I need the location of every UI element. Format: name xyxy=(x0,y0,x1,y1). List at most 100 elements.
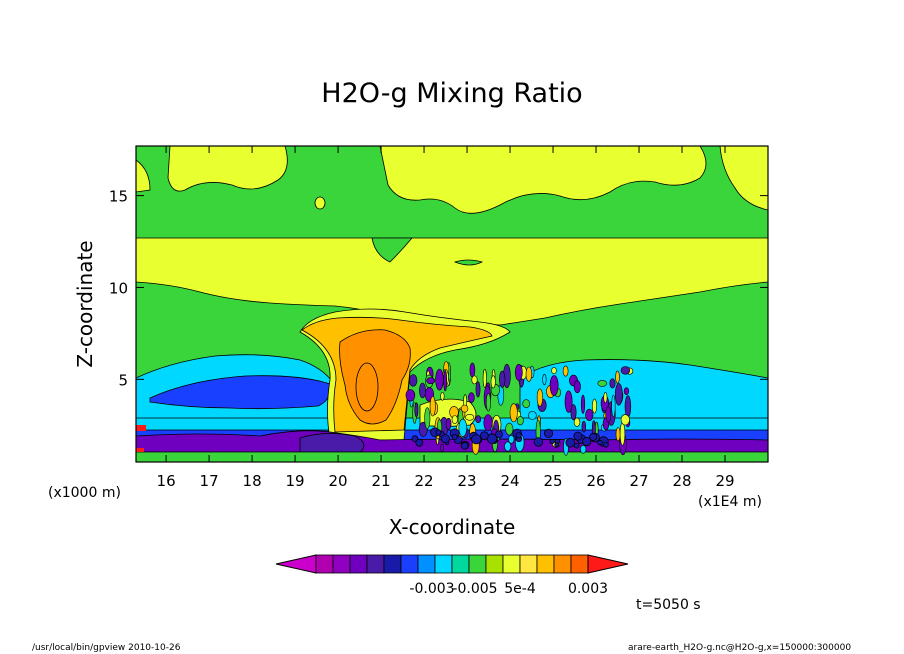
x-tick-label: 25 xyxy=(543,472,562,490)
contour-noise-cell xyxy=(533,437,544,447)
contour-noise-cell xyxy=(597,439,603,446)
contour-noise-cell xyxy=(542,373,547,386)
x-tick-label: 28 xyxy=(672,472,691,490)
contour-noise-cell xyxy=(490,375,496,389)
contour-noise-cell xyxy=(536,388,544,407)
contour-noise-cell xyxy=(505,422,514,436)
contour-noise-region xyxy=(405,361,634,456)
contour-noise-cell xyxy=(614,383,623,406)
contour-noise-cell xyxy=(609,378,616,389)
colorbar-label: -0.005 xyxy=(452,581,497,597)
contour-noise-cell xyxy=(468,392,475,403)
contour-region-upper-yellow-patch xyxy=(379,146,707,214)
x-tick-label: 23 xyxy=(458,472,477,490)
colorbar-cell xyxy=(332,554,351,574)
contour-noise-cell xyxy=(475,381,481,398)
contour-noise-cell xyxy=(440,434,450,444)
footer-left: /usr/local/bin/gpview 2010-10-26 xyxy=(32,643,181,653)
contour-noise-cell xyxy=(460,441,469,450)
contour-noise-cell xyxy=(562,365,569,377)
contour-noise-cell xyxy=(551,367,557,375)
x-tick-label: 27 xyxy=(629,472,648,490)
contour-region-red-edge xyxy=(136,425,146,431)
x-tick-label: 26 xyxy=(586,472,605,490)
contour-region-purple-core xyxy=(299,433,365,453)
contour-noise-cell xyxy=(495,430,503,439)
chart-title: H2O-g Mixing Ratio xyxy=(321,78,582,109)
x-tick-label: 24 xyxy=(500,472,519,490)
contour-noise-cell xyxy=(522,399,531,409)
contour-noise-cell xyxy=(514,363,523,381)
contour-noise-cell xyxy=(573,380,581,394)
contour-noise-cell xyxy=(585,408,594,421)
contour-noise-cell xyxy=(471,434,482,445)
contour-noise-cell xyxy=(411,435,419,442)
colorbar-arrow-right xyxy=(587,554,629,574)
contour-noise-cell xyxy=(611,394,616,418)
contour-noise-cell xyxy=(405,389,416,402)
contour-region-upper-yellow-patch xyxy=(136,159,151,193)
contour-noise-cell xyxy=(415,438,424,447)
x-tick-label: 19 xyxy=(286,472,305,490)
contour-noise-cell xyxy=(620,366,631,375)
contour-noise-cell xyxy=(528,410,537,420)
x-tick-label: 16 xyxy=(157,472,176,490)
contour-noise-cell xyxy=(554,442,560,448)
colorbar-cell xyxy=(570,554,589,574)
contour-noise-cell xyxy=(525,366,533,382)
contour-region-yellow-notch xyxy=(453,259,484,266)
colorbar-label: -0.003 xyxy=(409,581,454,597)
contour-region-upper-yellow-patch xyxy=(719,146,768,211)
colorbar-cell xyxy=(366,554,385,574)
colorbar-cell xyxy=(400,554,419,574)
contour-noise-cell xyxy=(504,441,512,452)
colorbar-label: 0.003 xyxy=(568,581,608,597)
colorbar-cell xyxy=(485,554,504,574)
y-tick-label: 15 xyxy=(109,188,128,206)
contour-noise-cell xyxy=(509,403,518,423)
contour-noise-cell xyxy=(499,370,506,388)
contour-noise-cell xyxy=(623,387,630,396)
contour-noise-cell xyxy=(543,428,554,438)
colorbar-cell xyxy=(417,554,436,574)
colorbar-cell xyxy=(502,554,521,574)
contour-noise-cell xyxy=(471,375,478,385)
x-tick-label: 20 xyxy=(329,472,348,490)
colorbar: -0.003-0.005 5e-4 0.003 xyxy=(275,554,629,597)
x-axis-unit: (x1000 m) xyxy=(48,485,121,501)
colorbar-cell xyxy=(536,554,555,574)
contour-noise-cell xyxy=(615,427,621,442)
contour-noise-cell xyxy=(482,368,487,388)
contour-noise-cell xyxy=(565,437,576,448)
contour-noise-cell xyxy=(429,396,436,417)
colorbar-arrow-left xyxy=(275,554,317,574)
x-axis-title: X-coordinate xyxy=(389,515,516,539)
contour-noise-cell xyxy=(485,393,491,412)
x-axis-scale-note: (x1E4 m) xyxy=(698,494,762,510)
contour-noise-cell xyxy=(475,415,482,424)
contour-noise-cell xyxy=(480,431,489,440)
contour-region-upper-yellow-patch xyxy=(314,196,326,210)
colorbar-cell xyxy=(519,554,538,574)
contour-noise-cell xyxy=(582,436,592,447)
contour-noise-cell xyxy=(451,415,458,424)
x-tick-label: 22 xyxy=(415,472,434,490)
contour-region-upper-yellow-patch xyxy=(167,146,288,192)
colorbar-cell xyxy=(451,554,470,574)
contour-noise-cell xyxy=(603,441,609,448)
colorbar-label: 5e-4 xyxy=(504,581,536,597)
contour-region-plume-inner xyxy=(355,362,379,412)
contour-noise-cell xyxy=(451,433,458,440)
contour-region-purple-layer xyxy=(136,430,768,453)
contour-noise-cell xyxy=(603,392,608,404)
contour-noise-cell xyxy=(516,416,524,426)
contour-noise-cell xyxy=(508,434,515,444)
contour-noise-cell xyxy=(458,418,468,437)
contour-noise-cell xyxy=(469,362,476,378)
x-tick-label: 21 xyxy=(372,472,391,490)
contour-noise-cell xyxy=(591,398,597,414)
contour-noise-cell xyxy=(615,370,620,384)
contour-noise-cell xyxy=(414,402,419,418)
axes: 16 17 18 19 20 21 22 23 24 25 26 27 28 29 5 10 15 xyxy=(109,146,768,490)
contour-noise-cell xyxy=(439,443,444,452)
